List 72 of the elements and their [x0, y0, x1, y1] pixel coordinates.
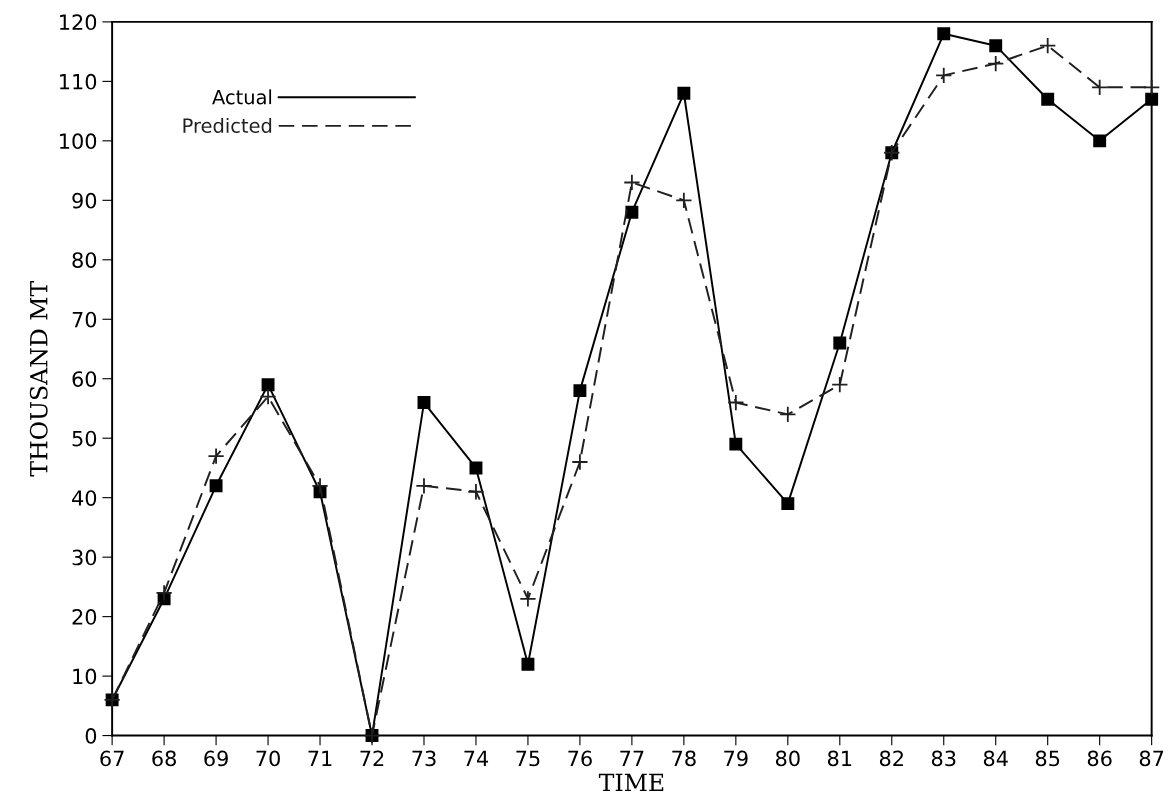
point [623, 173, 641, 192]
x-tick-label: 81 [827, 750, 852, 767]
point [521, 657, 535, 671]
x-tick-label: 82 [879, 750, 903, 767]
point [937, 27, 951, 41]
y-tick-label: 60 [72, 371, 97, 387]
point [261, 378, 275, 392]
x-tick-label: 69 [204, 750, 228, 767]
y-axis-title: THOUSAND MT [29, 281, 48, 477]
text: Actual [212, 89, 272, 105]
point [571, 453, 589, 471]
point [729, 437, 743, 451]
x-tick-label: 73 [412, 750, 436, 767]
point [467, 483, 485, 501]
x-tick-label: 71 [308, 750, 332, 766]
point [935, 66, 953, 84]
x-tick-label: 74 [464, 750, 489, 766]
x-tick-label: 77 [620, 750, 644, 766]
y-tick-label: 80 [72, 252, 97, 268]
y-tick-label: 120 [60, 14, 97, 31]
point [1093, 134, 1107, 148]
point [155, 584, 173, 602]
y-tick-label: 110 [60, 73, 97, 90]
y-tick-label: 10 [73, 668, 97, 685]
point [1145, 92, 1159, 106]
x-tick-label: 80 [775, 750, 800, 767]
x-tick-label: 84 [983, 750, 1008, 767]
point [311, 477, 329, 495]
x-tick-label: 72 [360, 750, 384, 766]
point [833, 336, 847, 350]
x-tick-label: 78 [672, 750, 696, 767]
point [209, 479, 223, 493]
point [415, 477, 433, 495]
x-tick-label: 67 [100, 750, 124, 767]
point [1091, 78, 1109, 96]
point [989, 39, 1003, 53]
y-tick-label: 40 [72, 490, 97, 506]
point [675, 191, 693, 209]
point [677, 86, 691, 100]
point [781, 497, 795, 511]
point [727, 393, 745, 412]
point [625, 205, 639, 219]
point [469, 461, 483, 475]
x-tick-label: 70 [256, 750, 280, 767]
point [1039, 37, 1057, 55]
x-tick-label: 87 [1139, 750, 1164, 767]
point [779, 405, 797, 423]
point [207, 447, 225, 465]
y-tick-label: 30 [72, 549, 97, 566]
point [1041, 92, 1055, 106]
point [831, 376, 849, 394]
point [417, 396, 431, 409]
y-tick-label: 20 [72, 609, 97, 625]
x-tick-label: 85 [1035, 750, 1060, 767]
x-tick-label: 76 [568, 750, 592, 767]
point [519, 590, 537, 608]
y-tick-label: 100 [60, 133, 97, 150]
text: Predicted [183, 117, 272, 133]
x-axis-title: TIME [598, 773, 664, 792]
x-tick-label: 83 [931, 750, 956, 767]
point [573, 384, 587, 398]
x-tick-label: 68 [152, 750, 176, 767]
x-tick-label: 75 [516, 750, 540, 767]
y-tick-label: 70 [72, 311, 97, 328]
point [259, 388, 277, 406]
point [1143, 78, 1161, 96]
point [987, 54, 1005, 73]
y-tick-label: 0 [85, 728, 97, 744]
y-tick-label: 90 [72, 192, 97, 209]
x-tick-label: 86 [1087, 750, 1112, 767]
y-tick-label: 50 [72, 430, 97, 447]
x-tick-label: 79 [724, 750, 748, 767]
